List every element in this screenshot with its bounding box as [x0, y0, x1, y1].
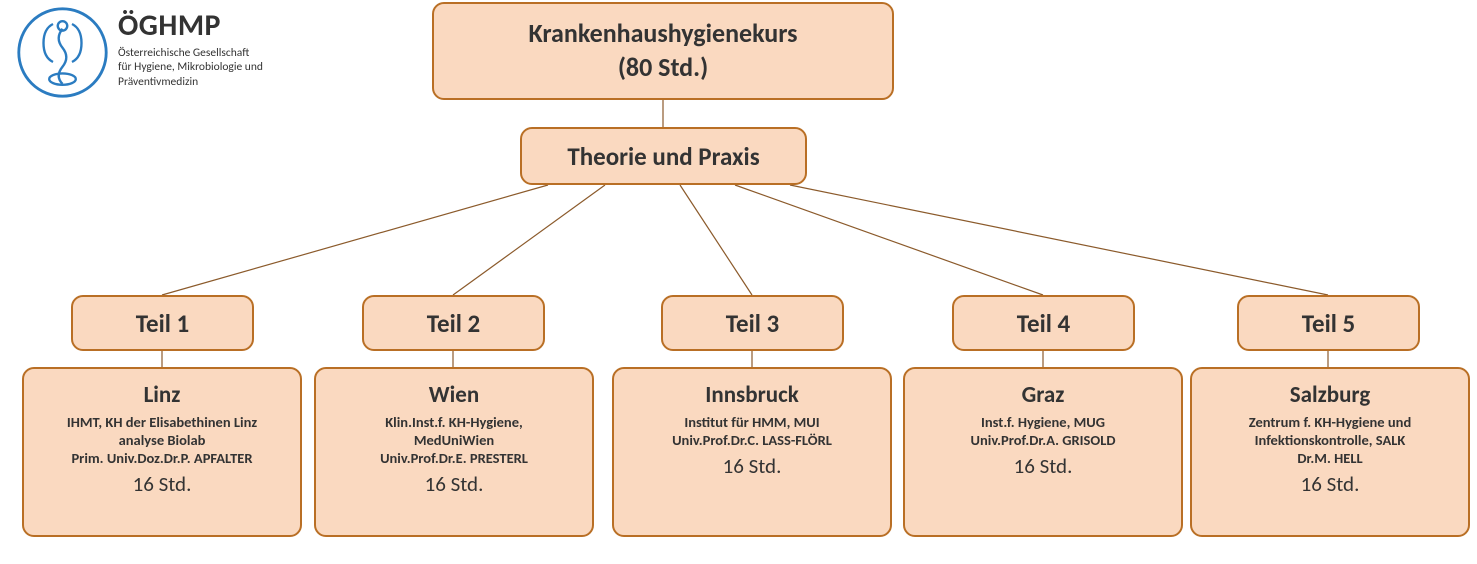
- city-label: Graz: [1022, 381, 1065, 409]
- hours-label: 16 Std.: [1301, 471, 1360, 497]
- logo-subtitle: Österreichische Gesellschaft für Hygiene…: [118, 46, 263, 89]
- logo-title: ÖGHMP: [118, 7, 263, 44]
- node-teil-4: Teil 4: [952, 295, 1135, 351]
- root-line2: (80 Std.): [618, 51, 708, 85]
- node-detail-wien: Wien Klin.Inst.f. KH-Hygiene, MedUniWien…: [314, 367, 594, 537]
- hours-label: 16 Std.: [723, 453, 782, 479]
- city-label: Wien: [429, 381, 479, 409]
- logo-mark-icon: [15, 5, 110, 100]
- node-theory: Theorie und Praxis: [520, 127, 807, 185]
- node-detail-linz: Linz IHMT, KH der Elisabethinen Linz ana…: [22, 367, 302, 537]
- node-detail-salzburg: Salzburg Zentrum f. KH-Hygiene und Infek…: [1190, 367, 1470, 537]
- city-label: Salzburg: [1290, 381, 1371, 409]
- root-line1: Krankenhaushygienekurs: [528, 17, 797, 51]
- node-detail-innsbruck: Innsbruck Institut für HMM, MUI Univ.Pro…: [612, 367, 892, 537]
- node-teil-2: Teil 2: [362, 295, 545, 351]
- city-label: Innsbruck: [705, 381, 799, 409]
- city-label: Linz: [144, 381, 181, 409]
- node-teil-1: Teil 1: [71, 295, 254, 351]
- hours-label: 16 Std.: [1014, 453, 1073, 479]
- logo: ÖGHMP Österreichische Gesellschaft für H…: [15, 5, 263, 100]
- node-teil-3: Teil 3: [661, 295, 844, 351]
- hours-label: 16 Std.: [425, 471, 484, 497]
- node-teil-5: Teil 5: [1237, 295, 1420, 351]
- node-detail-graz: Graz Inst.f. Hygiene, MUG Univ.Prof.Dr.A…: [903, 367, 1183, 537]
- node-root: Krankenhaushygienekurs (80 Std.): [432, 2, 894, 100]
- theory-label: Theorie und Praxis: [567, 141, 759, 172]
- logo-text: ÖGHMP Österreichische Gesellschaft für H…: [118, 5, 263, 89]
- hours-label: 16 Std.: [133, 471, 192, 497]
